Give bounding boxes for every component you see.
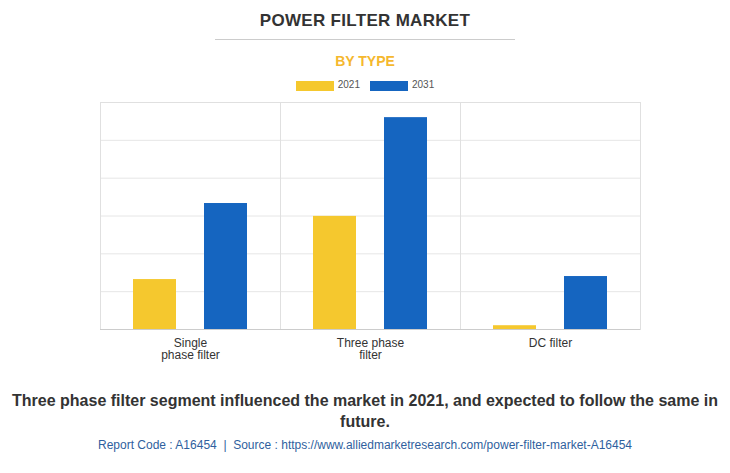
- html-text:BY TYPE: BY TYPE: [335, 53, 395, 69]
- html-text:Three phase filter segment inf: Three phase filter segment influenced th…: [12, 392, 718, 430]
- html-text:2021: 2021: [337, 79, 360, 91]
- html-text:Report Code : A16454 | Source: Report Code : A16454 | Source : https://…: [98, 438, 632, 452]
- svg-text:Three phasefilter: Three phasefilter: [337, 336, 405, 362]
- svg-text:DC filter: DC filter: [529, 336, 572, 350]
- svg-text:Singlephase filter: Singlephase filter: [161, 336, 220, 362]
- html-text:2031: 2031: [412, 79, 435, 91]
- html-text:POWER FILTER MARKET: POWER FILTER MARKET: [259, 11, 471, 30]
